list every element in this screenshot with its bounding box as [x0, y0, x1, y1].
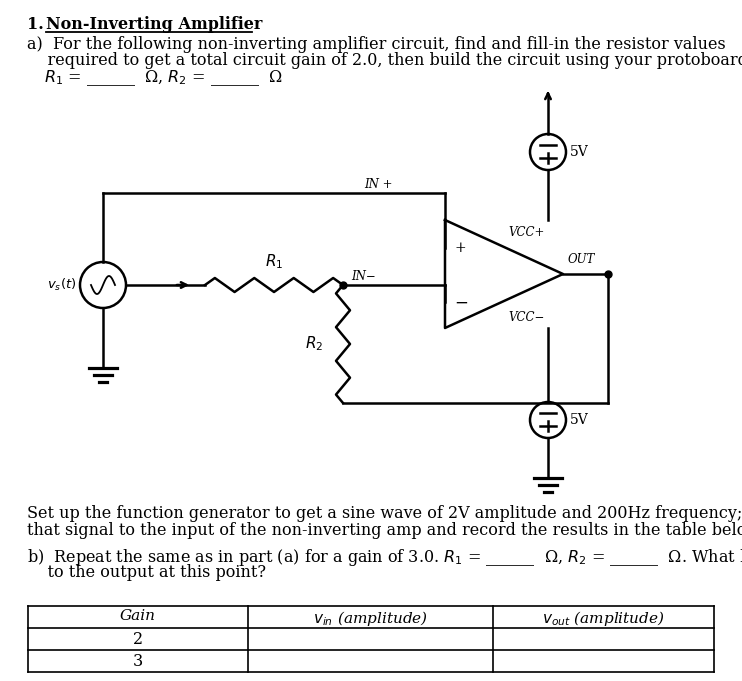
- Text: +: +: [454, 241, 466, 255]
- Text: to the output at this point?: to the output at this point?: [27, 564, 266, 581]
- Text: $v_s(t)$: $v_s(t)$: [47, 277, 76, 293]
- Text: Gain: Gain: [120, 609, 156, 623]
- Text: Set up the function generator to get a sine wave of 2V amplitude and 200Hz frequ: Set up the function generator to get a s…: [27, 505, 742, 522]
- Text: $R_1$: $R_1$: [265, 252, 283, 271]
- Text: $R_1$ = ______  Ω, $R_2$ = ______  Ω: $R_1$ = ______ Ω, $R_2$ = ______ Ω: [44, 68, 283, 88]
- Text: IN−: IN−: [351, 270, 375, 283]
- Text: required to get a total circuit gain of 2.0, then build the circuit using your p: required to get a total circuit gain of …: [27, 52, 742, 69]
- Text: VCC−: VCC−: [508, 311, 545, 324]
- Text: 5V: 5V: [570, 145, 588, 159]
- Text: −: −: [454, 294, 468, 311]
- Text: OUT: OUT: [568, 253, 595, 266]
- Text: a)  For the following non-inverting amplifier circuit, find and fill-in the resi: a) For the following non-inverting ampli…: [27, 36, 726, 53]
- Text: Non-Inverting Amplifier: Non-Inverting Amplifier: [46, 16, 263, 33]
- Text: VCC+: VCC+: [508, 226, 545, 239]
- Text: $R_2$: $R_2$: [305, 334, 323, 353]
- Text: $v_{out}$ (amplitude): $v_{out}$ (amplitude): [542, 609, 665, 628]
- Text: that signal to the input of the non-inverting amp and record the results in the : that signal to the input of the non-inve…: [27, 522, 742, 539]
- Text: 1.: 1.: [27, 16, 44, 33]
- Text: 5V: 5V: [570, 413, 588, 427]
- Text: $v_{in}$ (amplitude): $v_{in}$ (amplitude): [313, 609, 428, 628]
- Text: IN +: IN +: [364, 178, 393, 191]
- Text: 2: 2: [133, 631, 143, 648]
- Text: b)  Repeat the same as in part (a) for a gain of 3.0. $R_1$ = ______  Ω, $R_2$ =: b) Repeat the same as in part (a) for a …: [27, 547, 742, 568]
- Text: 3: 3: [133, 653, 143, 670]
